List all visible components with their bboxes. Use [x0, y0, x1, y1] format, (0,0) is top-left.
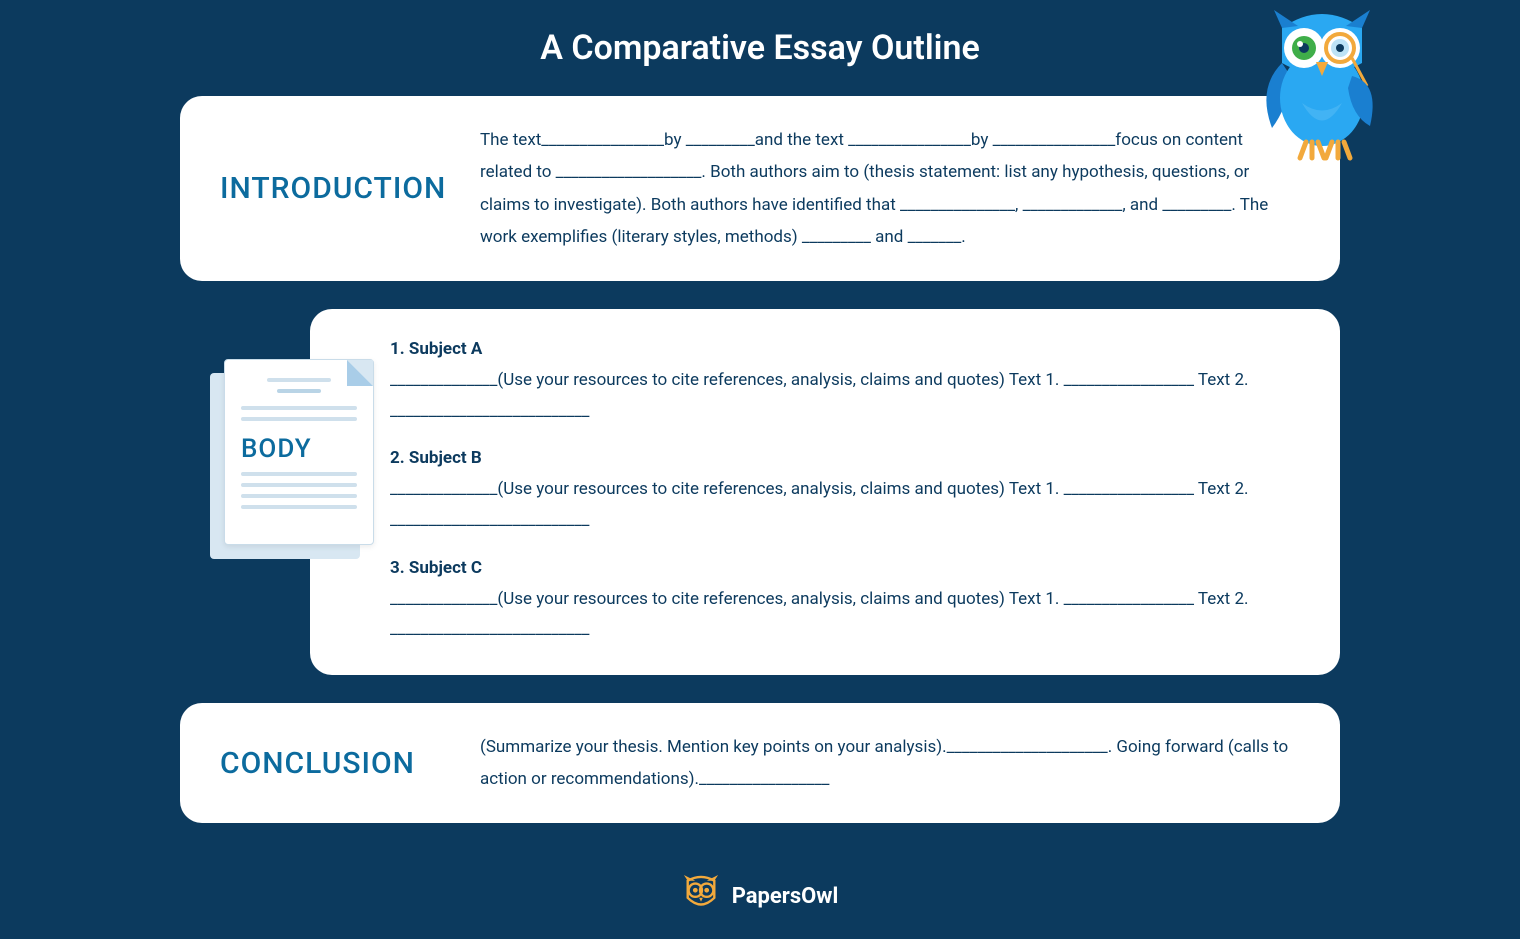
owl-logo-icon	[682, 875, 720, 917]
body-subject-c-text: ______________(Use your resources to cit…	[390, 584, 1290, 645]
footer: PapersOwl	[0, 875, 1520, 917]
document-icon: BODY	[210, 359, 380, 559]
body-label: BODY	[241, 434, 357, 464]
conclusion-text: (Summarize your thesis. Mention key poin…	[480, 731, 1290, 796]
conclusion-label: CONCLUSION	[220, 746, 480, 781]
body-section: 1. Subject A ______________(Use your res…	[180, 309, 1340, 675]
body-card: 1. Subject A ______________(Use your res…	[310, 309, 1340, 675]
body-subject-c-title: 3. Subject C	[390, 558, 1290, 578]
introduction-text: The text________________by _________and …	[480, 124, 1290, 253]
body-subject-a-title: 1. Subject A	[390, 339, 1290, 359]
body-subject-a-text: ______________(Use your resources to cit…	[390, 365, 1290, 426]
conclusion-card: CONCLUSION (Summarize your thesis. Menti…	[180, 703, 1340, 824]
footer-brand: PapersOwl	[732, 884, 839, 909]
introduction-card: INTRODUCTION The text________________by …	[180, 96, 1340, 281]
body-subject-b-title: 2. Subject B	[390, 448, 1290, 468]
introduction-label: INTRODUCTION	[220, 171, 480, 206]
body-subject-b-text: ______________(Use your resources to cit…	[390, 474, 1290, 535]
owl-mascot-icon	[1252, 8, 1392, 168]
